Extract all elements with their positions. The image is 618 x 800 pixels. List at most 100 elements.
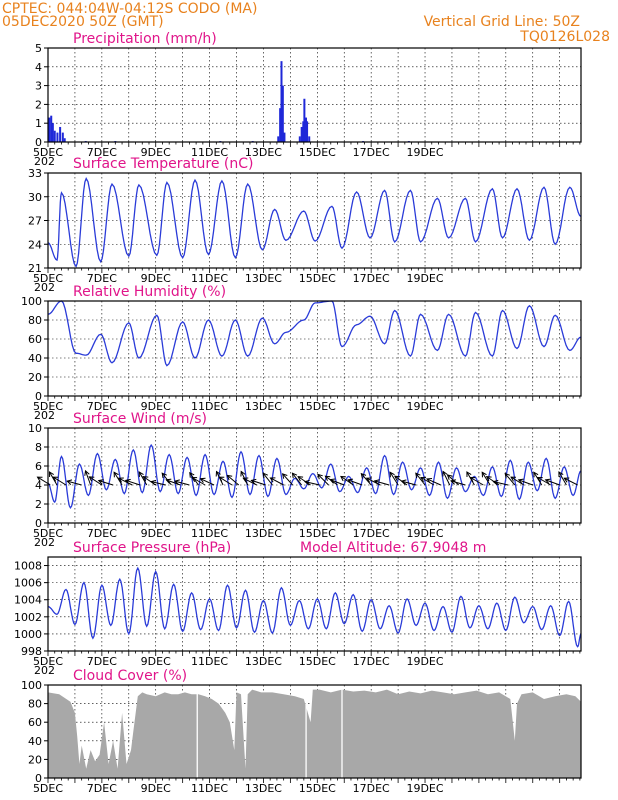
wind-arrow	[113, 472, 123, 486]
precip-bar	[56, 132, 59, 142]
panel6-xtick-label: 19DEC	[406, 782, 443, 795]
panel5-xtick-label: 7DEC	[87, 655, 117, 668]
precip-bar	[306, 121, 309, 142]
panel2-ytick-label: 24	[28, 238, 42, 251]
panel6-xtick-label: 5DEC	[33, 782, 63, 795]
wind-arrow-head	[173, 479, 180, 485]
panel4-xtick-label: 15DEC	[299, 527, 336, 540]
wind-arrow-head	[517, 478, 524, 484]
panel3-frame	[47, 300, 582, 397]
wind-arrow-head	[226, 474, 233, 481]
panel1-xtick-label: 19DEC	[406, 146, 443, 159]
header-model: TQ0126L028	[519, 29, 610, 45]
wind-arrow	[545, 479, 560, 486]
panel3-ytick-label: 80	[28, 314, 42, 327]
wind-arrow-head	[189, 471, 195, 478]
wind-arrow-head	[138, 471, 144, 478]
panel4-ytick-label: 8	[35, 441, 42, 454]
wind-arrow-head	[165, 478, 172, 484]
panel4-ytick-label: 4	[35, 479, 42, 492]
precip-bar	[48, 117, 51, 142]
panel2-ytick-label: 27	[28, 215, 42, 228]
precip-bar	[63, 138, 66, 142]
wind-arrow-head	[563, 477, 570, 483]
panel2-xtick-label: 13DEC	[245, 272, 282, 285]
wind-arrow-head	[240, 470, 246, 477]
precip-bar	[53, 130, 56, 142]
panel3-ytick-label: 40	[28, 352, 42, 365]
panel4-xtick-label: 17DEC	[353, 527, 390, 540]
wind-arrow-head	[420, 476, 427, 483]
panel5-xtick-label: 9DEC	[141, 655, 171, 668]
wind-arrow-head	[84, 469, 90, 476]
panel5-annotation: Model Altitude: 67.9048 m	[300, 540, 486, 556]
panel1-ytick-label: 0	[35, 136, 42, 149]
precip-bar	[277, 136, 280, 142]
panel3-ytick-label: 0	[35, 390, 42, 403]
panel5-xtick-label: 19DEC	[406, 655, 443, 668]
wind-arrow	[558, 471, 567, 486]
panel6-ytick-label: 60	[28, 716, 42, 729]
panel4-series-line	[47, 443, 582, 510]
wind-arrow-head	[329, 478, 336, 484]
panel5-frame	[47, 556, 582, 652]
wind-arrow-head	[269, 477, 276, 483]
panel2-xtick-label: 7DEC	[87, 272, 117, 285]
wind-arrow-head	[191, 476, 198, 483]
panel4-xtick-label: 7DEC	[87, 527, 117, 540]
panel2-xtick-label: 11DEC	[191, 272, 228, 285]
wind-arrow-head	[544, 478, 551, 484]
wind-arrow-head	[36, 476, 43, 482]
wind-arrow-head	[113, 471, 119, 478]
wind-arrow-head	[466, 471, 472, 478]
wind-arrow	[394, 475, 408, 486]
wind-arrow	[442, 471, 451, 486]
precip-bar	[280, 61, 283, 142]
wind-arrow-head	[481, 471, 487, 478]
wind-arrow	[493, 481, 509, 486]
wind-arrow	[200, 478, 215, 486]
wind-arrow	[191, 477, 206, 486]
panel4-title: Surface Wind (m/s)	[73, 411, 207, 427]
wind-arrow-head	[442, 470, 448, 477]
panel4-ytick-label: 2	[35, 498, 42, 511]
wind-arrow	[67, 480, 82, 486]
panel3-xtick-label: 11DEC	[191, 400, 228, 413]
header-gridline: Vertical Grid Line: 50Z	[424, 14, 580, 30]
panel3-xtick-label: 19DEC	[406, 400, 443, 413]
panel2-year-label: 202	[34, 281, 55, 294]
wind-arrow-head	[88, 476, 95, 482]
panel2-ytick-label: 21	[28, 262, 42, 275]
panel1-title: Precipitation (mm/h)	[73, 31, 217, 47]
wind-arrow-head	[536, 476, 543, 483]
precip-bar	[283, 132, 286, 142]
precip-bar	[59, 126, 62, 142]
panel3-xtick-label: 9DEC	[141, 400, 171, 413]
panel1-ytick-label: 4	[35, 61, 42, 74]
panel6-xtick-label: 17DEC	[353, 782, 390, 795]
panel2-title: Surface Temperature (nC)	[73, 156, 254, 172]
panel6-ytick-label: 80	[28, 698, 42, 711]
wind-arrow	[270, 477, 284, 486]
wind-arrow-head	[250, 478, 257, 485]
panel5-xtick-label: 11DEC	[191, 655, 228, 668]
panel5-xtick-label: 17DEC	[353, 655, 390, 668]
wind-arrow-head	[446, 474, 453, 480]
precip-bar	[61, 132, 64, 142]
wind-arrow-head	[485, 476, 492, 482]
wind-arrow-head	[317, 473, 323, 480]
panel5-xtick-label: 13DEC	[245, 655, 282, 668]
precip-bar	[279, 108, 282, 142]
wind-arrow-head	[449, 479, 457, 485]
wind-arrow	[291, 472, 302, 486]
wind-arrow	[85, 470, 92, 486]
panel6-xtick-label: 13DEC	[245, 782, 282, 795]
panel4-frame	[47, 427, 582, 524]
wind-arrow-head	[297, 476, 304, 482]
wind-arrow	[415, 472, 426, 486]
panel5-year-label: 202	[34, 664, 55, 677]
panel4-xtick-label: 19DEC	[406, 527, 443, 540]
panel3-year-label: 202	[34, 409, 55, 422]
wind-arrow-head	[150, 479, 157, 486]
wind-arrow-head	[469, 476, 476, 483]
